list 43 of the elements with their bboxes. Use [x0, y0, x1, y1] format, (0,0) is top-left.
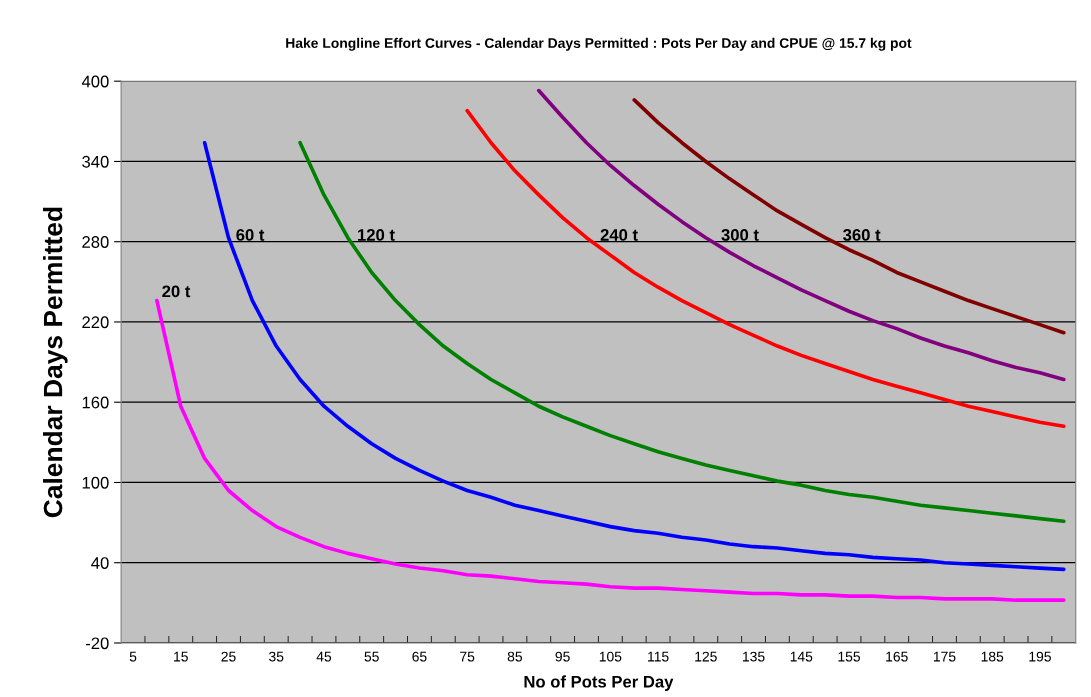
- y-tick-label: 160: [82, 396, 109, 409]
- series-label: 20 t: [162, 285, 191, 298]
- line-series: [202, 140, 1066, 572]
- x-tick-label: 15: [174, 651, 188, 662]
- x-tick-label: 75: [460, 651, 475, 662]
- y-tick-label: 220: [82, 316, 109, 329]
- line-series: [536, 88, 1066, 382]
- y-tick-label: 280: [82, 236, 109, 248]
- x-tick-label: 65: [412, 651, 427, 662]
- x-tick-label: 95: [555, 651, 570, 662]
- y-tick-label: 340: [82, 155, 109, 168]
- series-label: 360 t: [843, 229, 881, 241]
- series-label: 60 t: [236, 229, 265, 241]
- series-label: 300 t: [721, 229, 759, 241]
- x-tick-label: 155: [838, 651, 861, 662]
- x-tick-label: 85: [507, 651, 523, 662]
- x-tick-label: 55: [364, 651, 379, 662]
- x-tick-label: 175: [933, 651, 956, 662]
- series-label: 240 t: [600, 229, 638, 241]
- y-tick-label: -20: [85, 637, 109, 650]
- y-axis-title: Calendar Days Permitted: [43, 207, 68, 518]
- x-tick-label: 105: [599, 651, 622, 662]
- x-tick-label: 5: [129, 651, 137, 662]
- x-tick-label: 45: [316, 651, 332, 662]
- x-tick-label: 185: [981, 651, 1004, 662]
- chart-title: Hake Longline Effort Curves - Calendar Days Permitted : Pots Per Day and CPUE @ 15.7 kg pot: [286, 37, 912, 51]
- y-tick-label: 100: [82, 476, 109, 489]
- x-tick-label: 135: [743, 651, 765, 662]
- x-axis-title: No of Pots Per Day: [524, 675, 674, 691]
- x-tick-label: 25: [221, 651, 236, 662]
- x-tick-label: 165: [886, 651, 908, 662]
- series-label: 120 t: [358, 229, 395, 241]
- x-tick-label: 115: [648, 651, 669, 662]
- y-tick-label: 40: [91, 557, 109, 569]
- line-series: [465, 108, 1066, 429]
- x-tick-label: 125: [695, 651, 717, 662]
- line-series: [298, 140, 1066, 524]
- x-tick-label: 195: [1029, 651, 1051, 662]
- line-series: [632, 98, 1066, 335]
- x-tick-label: 35: [269, 651, 284, 662]
- y-tick-label: 400: [81, 75, 109, 88]
- line-series: [155, 298, 1066, 602]
- x-tick-label: 145: [790, 651, 813, 662]
